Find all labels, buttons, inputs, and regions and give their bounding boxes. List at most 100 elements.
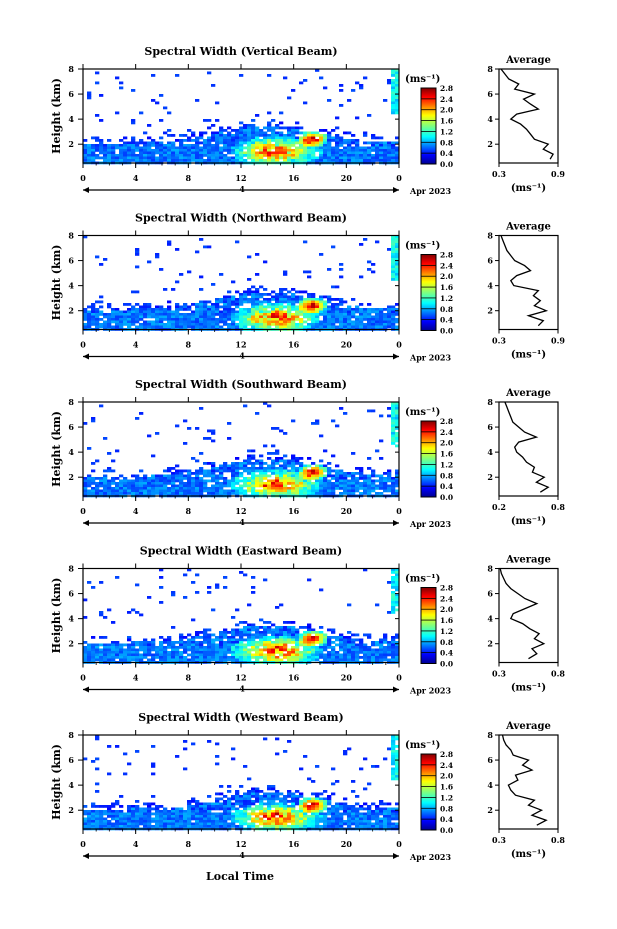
heatmap-cell	[299, 290, 304, 294]
heatmap-cell	[235, 802, 240, 806]
heatmap-cell	[287, 134, 292, 137]
heatmap-cell	[287, 790, 292, 793]
heatmap-cell	[303, 489, 308, 493]
heatmap-cell	[391, 658, 396, 662]
heatmap-cell	[251, 467, 256, 470]
heatmap-cell	[319, 305, 324, 309]
heatmap-cell	[167, 243, 172, 246]
heatmap-cell	[195, 489, 200, 493]
heatmap-cell	[223, 159, 228, 162]
heatmap-cell	[251, 638, 256, 642]
heatmap-cell	[343, 151, 348, 155]
heatmap-cell	[103, 320, 108, 324]
heatmap-cell	[111, 802, 116, 806]
heatmap-cell	[299, 305, 304, 309]
heatmap-cell	[155, 651, 160, 654]
heatmap-cell	[91, 151, 96, 155]
heatmap-cell	[311, 638, 316, 642]
heatmap-cell	[99, 318, 104, 321]
heatmap-cell	[167, 641, 172, 644]
heatmap-cell	[299, 653, 304, 657]
heatmap-cell	[99, 139, 104, 142]
heatmap-cell	[223, 812, 228, 816]
heatmap-cell	[275, 606, 280, 609]
heatmap-cell	[263, 320, 268, 324]
heatmap-cell	[287, 792, 292, 796]
heatmap-cell	[139, 479, 144, 483]
heatmap-cell	[235, 129, 240, 132]
heatmap-cell	[379, 492, 384, 495]
heatmap-cell	[287, 489, 292, 493]
heatmap-cell	[191, 641, 196, 644]
heatmap-cell	[99, 263, 104, 266]
heatmap-cell	[195, 323, 200, 326]
heatmap-cell	[147, 260, 152, 264]
heatmap-cell	[243, 797, 248, 801]
heatmap-cell	[187, 146, 192, 150]
heatmap-cell	[127, 146, 132, 150]
heatmap-cell	[291, 315, 296, 319]
heatmap-cell	[103, 144, 108, 147]
heatmap-cell	[207, 318, 212, 321]
heatmap-cell	[375, 159, 380, 162]
heatmap-cell	[339, 136, 344, 140]
heatmap-cell	[271, 310, 276, 314]
heatmap-cell	[291, 641, 296, 644]
heatmap-cell	[239, 825, 244, 828]
heatmap-cell	[391, 432, 396, 435]
heatmap-cell	[199, 134, 204, 137]
heatmap-cell	[387, 479, 392, 483]
heatmap-cell	[275, 651, 280, 654]
heatmap-cell	[371, 653, 376, 657]
heatmap-cell	[175, 323, 180, 326]
heatmap-cell	[107, 648, 112, 652]
heatmap-cell	[195, 492, 200, 495]
heatmap-cell	[311, 295, 316, 299]
heatmap-cell	[395, 76, 400, 80]
heatmap-cell	[307, 636, 312, 639]
heatmap-cell	[335, 424, 340, 428]
heatmap-cell	[131, 484, 136, 488]
heatmap-cell	[319, 295, 324, 299]
heatmap-cell	[263, 656, 268, 659]
heatmap-cell	[171, 313, 176, 316]
heatmap-cell	[303, 136, 308, 140]
heatmap-cell	[287, 156, 292, 160]
heatmap-cell	[263, 477, 268, 480]
heatmap-cell	[187, 822, 192, 826]
heatmap-cell	[335, 807, 340, 811]
heatmap-cell	[187, 807, 192, 811]
heatmap-cell	[295, 802, 300, 806]
heatmap-cell	[335, 151, 340, 155]
heatmap-cell	[127, 141, 132, 145]
heatmap-cell	[259, 303, 264, 306]
heatmap-cell	[95, 767, 100, 771]
heatmap-cell	[235, 643, 240, 647]
heatmap-cell	[119, 151, 124, 155]
heatmap-cell	[163, 144, 168, 147]
heatmap-cell	[155, 305, 160, 309]
heatmap-cell	[247, 156, 252, 160]
heatmap-cell	[191, 477, 196, 480]
heatmap-cell	[315, 820, 320, 823]
heatmap-cell	[191, 653, 196, 657]
heatmap-cell	[275, 792, 280, 796]
heatmap-cell	[259, 156, 264, 160]
heatmap-cell	[291, 651, 296, 654]
heatmap-cell	[143, 656, 148, 659]
heatmap-cell	[327, 641, 332, 644]
heatmap-cell	[315, 477, 320, 480]
heatmap-cell	[267, 323, 272, 326]
heatmap-cell	[379, 156, 384, 160]
heatmap-cell	[167, 820, 172, 823]
heatmap-cell	[119, 86, 124, 90]
heatmap-cell	[199, 487, 204, 490]
heatmap-cell	[255, 293, 260, 296]
heatmap-cell	[187, 325, 192, 329]
heatmap-cell	[319, 472, 324, 475]
heatmap-cell	[247, 462, 252, 465]
heatmap-cell	[99, 613, 104, 617]
heatmap-cell	[223, 300, 228, 304]
heatmap-cell	[207, 151, 212, 155]
heatmap-cell	[331, 817, 336, 821]
